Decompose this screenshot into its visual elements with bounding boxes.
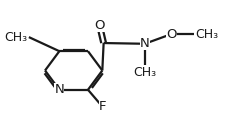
Text: O: O bbox=[166, 28, 176, 41]
Text: N: N bbox=[54, 83, 64, 96]
Text: CH₃: CH₃ bbox=[195, 28, 218, 41]
Text: N: N bbox=[140, 37, 149, 50]
Text: O: O bbox=[94, 19, 105, 32]
Text: CH₃: CH₃ bbox=[133, 66, 156, 79]
Text: CH₃: CH₃ bbox=[4, 31, 28, 44]
Text: F: F bbox=[99, 100, 106, 113]
